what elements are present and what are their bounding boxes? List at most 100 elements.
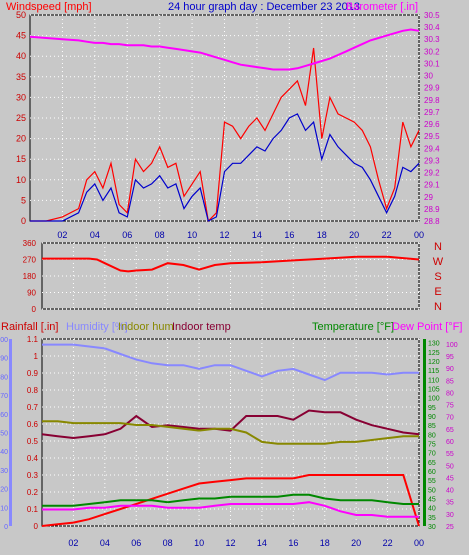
wind-x-tick-label: 00: [414, 230, 424, 240]
wind-x-axis: 02 04 06 08 10 12 14 16 18 20 22 00: [57, 230, 424, 240]
dewpoint-tick-label: 35: [446, 500, 454, 507]
windspeed-label: Windspeed [mph]: [6, 1, 92, 13]
humidity-tick-label: 100: [0, 337, 8, 344]
direction-y-tick-label: 180: [23, 272, 37, 281]
compass-letter: N: [434, 241, 442, 253]
temperature-tick-label: 55: [428, 478, 436, 485]
temperature-tick-label: 115: [428, 368, 439, 375]
climate-x-tick-label: 22: [383, 538, 393, 548]
wind-y-tick-label: 25: [16, 113, 26, 123]
humidity-tick-label: 90: [0, 356, 8, 363]
compass-letter: N: [434, 301, 442, 313]
temperature-tick-label: 30: [428, 524, 436, 531]
humidity-tick-label: 10: [0, 505, 8, 512]
rainfall-tick-label: 1: [34, 352, 39, 361]
rainfall-tick-label: 0: [34, 522, 39, 531]
barometer-y-tick-label: 30.2: [424, 47, 440, 56]
series-indoor-hum: [42, 420, 419, 445]
rainfall-tick-label: 1.1: [27, 335, 39, 344]
temperature-tick-label: 75: [428, 442, 436, 449]
temperature-tick-label: 35: [428, 515, 436, 522]
climate-panel-grid: [42, 338, 420, 527]
dewpoint-tick-label: 70: [446, 415, 454, 422]
humidity-tick-label: 70: [0, 393, 8, 400]
wind-x-tick-label: 06: [122, 230, 132, 240]
rainfall-label: Rainfall [.in]: [1, 321, 58, 333]
direction-left-axis: 0 90 180 270 360: [23, 239, 37, 314]
climate-x-tick-label: 12: [225, 538, 235, 548]
temperature-label: Temperature [°F]: [312, 321, 394, 333]
dewpoint-tick-label: 90: [446, 366, 454, 373]
rainfall-tick-label: 0.1: [27, 505, 39, 514]
dewpoint-tick-label: 65: [446, 427, 454, 434]
climate-x-tick-label: 16: [288, 538, 298, 548]
climate-x-tick-label: 06: [131, 538, 141, 548]
barometer-y-tick-label: 28.9: [424, 205, 440, 214]
barometer-y-tick-label: 29: [424, 193, 433, 202]
temperature-tick-label: 40: [428, 506, 436, 513]
wind-x-tick-label: 10: [187, 230, 197, 240]
climate-x-tick-label: 10: [194, 538, 204, 548]
rainfall-tick-label: 0.7: [27, 403, 39, 412]
climate-x-tick-label: 02: [68, 538, 78, 548]
climate-panel-frame: [41, 338, 420, 527]
wind-x-tick-label: 18: [317, 230, 327, 240]
barometer-y-tick-label: 29.8: [424, 96, 440, 105]
barometer-y-tick-label: 29.5: [424, 132, 440, 141]
wind-x-tick-label: 16: [284, 230, 294, 240]
wind-x-tick-label: 14: [252, 230, 262, 240]
barometer-y-tick-label: 29.2: [424, 169, 440, 178]
barometer-y-tick-label: 29.4: [424, 144, 440, 153]
indoor-temp-label: Indoor temp: [172, 321, 231, 333]
humidity-tick-label: 60: [0, 412, 8, 419]
barometer-y-tick-label: 29.7: [424, 108, 440, 117]
wind-y-tick-label: 0: [21, 216, 26, 226]
barometer-y-tick-label: 29.9: [424, 84, 440, 93]
temperature-tick-label: 105: [428, 387, 440, 394]
barometer-y-tick-label: 29.3: [424, 156, 440, 165]
series-dew-point: [42, 501, 419, 518]
temperature-axis-bar: [423, 339, 426, 526]
climate-x-axis: 02 04 06 08 10 12 14 16 18 20 22 00: [68, 538, 424, 548]
series-rainfall: [41, 474, 420, 527]
temperature-tick-label: 60: [428, 469, 436, 476]
direction-panel-grid: [42, 242, 420, 310]
series-windspeed-avg: [30, 113, 420, 222]
climate-x-tick-label: 14: [257, 538, 267, 548]
climate-x-tick-label: 18: [320, 538, 330, 548]
direction-y-tick-label: 0: [32, 305, 37, 314]
barometer-right-axis: 28.8 28.9 29 29.1 29.2 29.3 29.4 29.5 29.6 29.7 29…: [424, 11, 440, 226]
climate-x-tick-label: 04: [100, 538, 110, 548]
temperature-tick-label: 65: [428, 460, 436, 467]
graph-title: 24 hour graph day : December 23 2013: [168, 1, 360, 13]
climate-x-tick-label: 00: [414, 538, 424, 548]
barometer-label: Barometer [.in]: [346, 1, 418, 13]
climate-axes: 0 10 20 30 40 50 60 70 80 90 100 0 0.1 0.2 0.3 0.4 0.5 0.…: [0, 335, 458, 531]
temperature-tick-label: 50: [428, 487, 436, 494]
temperature-tick-label: 90: [428, 414, 436, 421]
wind-y-tick-label: 40: [16, 51, 26, 61]
humidity-tick-label: 80: [0, 374, 8, 381]
wind-x-tick-label: 08: [155, 230, 165, 240]
rainfall-tick-label: 0.4: [27, 454, 39, 463]
humidity-tick-label: 40: [0, 449, 8, 456]
climate-panel-series: [41, 343, 420, 527]
wind-y-tick-label: 10: [16, 175, 26, 185]
temperature-tick-label: 85: [428, 423, 436, 430]
temperature-tick-label: 80: [428, 432, 436, 439]
dewpoint-tick-label: 45: [446, 475, 454, 482]
dewpoint-tick-label: 40: [446, 488, 454, 495]
wind-x-tick-label: 04: [90, 230, 100, 240]
wind-y-tick-label: 5: [21, 195, 26, 205]
climate-x-tick-label: 20: [351, 538, 361, 548]
wind-x-tick-label: 22: [382, 230, 392, 240]
dewpoint-tick-label: 50: [446, 463, 454, 470]
indoor-hum-label: Indoor hum: [118, 321, 174, 333]
humidity-tick-label: 30: [0, 468, 8, 475]
temperature-tick-label: 45: [428, 497, 436, 504]
barometer-y-tick-label: 29.6: [424, 120, 440, 129]
humidity-tick-label: 20: [0, 487, 8, 494]
dewpoint-tick-label: 95: [446, 354, 454, 361]
dewpoint-tick-label: 60: [446, 439, 454, 446]
wind-y-tick-label: 30: [16, 92, 26, 102]
